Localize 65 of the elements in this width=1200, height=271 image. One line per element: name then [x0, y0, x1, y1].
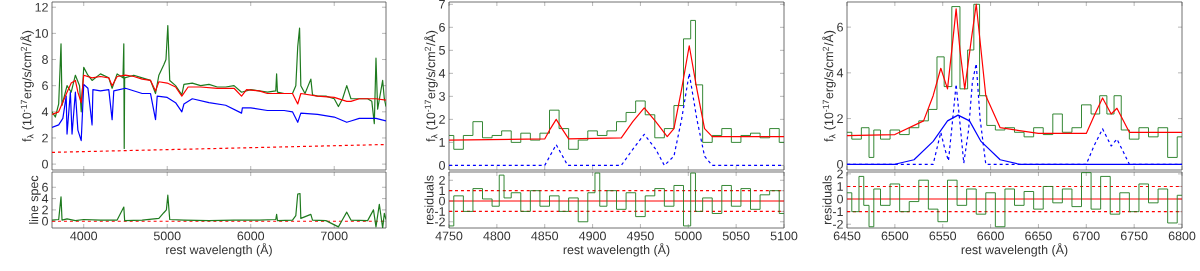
y-tick-label: 4 [438, 69, 446, 78]
y-tick-label: 6 [42, 81, 48, 91]
x-axis-title: rest wavelength (Å) [563, 243, 670, 257]
x-tick-label: 6600 [977, 231, 1004, 241]
line-series [52, 192, 386, 228]
x-tick-label: 4800 [483, 231, 511, 241]
x-tick-label: 6800 [1168, 231, 1196, 241]
y-tick-label: 1 [837, 182, 843, 191]
x-tick-label: 6000 [237, 231, 265, 241]
y-tick-label: 10 [35, 28, 48, 38]
x-tick-label: 4950 [626, 231, 654, 241]
y-tick-label: 6 [837, 22, 843, 32]
y-tick-label: 1 [439, 186, 445, 195]
y-tick-label: 3 [439, 91, 445, 101]
x-tick-label: 4750 [435, 231, 463, 241]
y-tick-label: 2 [439, 115, 445, 124]
y-tick-label: 4 [41, 194, 49, 203]
y-tick-label: -1 [434, 207, 445, 216]
y-tick-label: 2 [837, 114, 843, 123]
y-axis-title: f$_{λ}$ (10$^{-17}$erg/s/cm$^{2}$/Å) [20, 30, 34, 142]
x-tick-label: 6700 [1073, 231, 1100, 241]
y-tick-label: 6 [42, 182, 48, 192]
line-series [449, 45, 785, 141]
y-axis-title: f$_{λ}$ (10$^{-17}$erg/s/cm$^{2}$/Å) [424, 30, 438, 142]
y-tick-label: 4 [836, 68, 844, 78]
y-tick-label: 0 [439, 196, 445, 206]
y-tick-label: 12 [35, 2, 48, 12]
x-tick-label: 5000 [153, 231, 181, 241]
x-tick-label: 4850 [531, 231, 559, 241]
y-tick-label: 8 [42, 55, 48, 64]
y-tick-label: 7 [439, 0, 445, 9]
y-tick-label: 4 [41, 107, 49, 117]
y-tick-label: -1 [832, 207, 843, 216]
y-tick-label: 0 [439, 161, 445, 170]
x-tick-label: 4900 [579, 231, 606, 241]
x-tick-label: 4000 [70, 231, 98, 241]
y-tick-label: 2 [837, 169, 843, 179]
x-tick-label: 5100 [770, 231, 798, 241]
x-tick-label: 6750 [1120, 231, 1148, 241]
y-tick-label: -2 [832, 219, 843, 229]
y-tick-label: 2 [42, 205, 48, 215]
y-tick-label: 2 [42, 133, 48, 143]
y-tick-label: 5 [439, 45, 445, 55]
y-tick-label: 0 [837, 159, 843, 169]
x-tick-label: 7000 [321, 231, 348, 241]
y-axis-title: f$_{λ}$ (10$^{-17}$erg/s/cm$^{2}$/Å) [822, 30, 836, 142]
x-tick-label: 6650 [1025, 231, 1052, 241]
y-tick-label: 0 [42, 216, 48, 226]
y-axis-title: residuals [424, 175, 434, 225]
y-axis-title: line spec [29, 175, 41, 224]
x-axis-title: rest wavelength (Å) [961, 243, 1068, 257]
x-tick-label: 6550 [929, 231, 957, 241]
x-tick-label: 5050 [722, 231, 750, 241]
y-tick-label: -2 [434, 217, 445, 227]
y-tick-label: 0 [42, 159, 48, 169]
line-series [52, 83, 386, 142]
x-tick-label: 5000 [674, 231, 702, 241]
x-tick-label: 6500 [881, 231, 909, 241]
y-tick-label: 2 [439, 175, 445, 185]
y-tick-label: 1 [439, 138, 445, 147]
y-tick-label: 6 [439, 22, 445, 32]
x-axis-title: rest wavelength (Å) [166, 243, 272, 257]
y-tick-label: 0 [837, 194, 843, 204]
x-tick-label: 6450 [833, 231, 861, 241]
y-axis-title: residuals [822, 175, 832, 225]
